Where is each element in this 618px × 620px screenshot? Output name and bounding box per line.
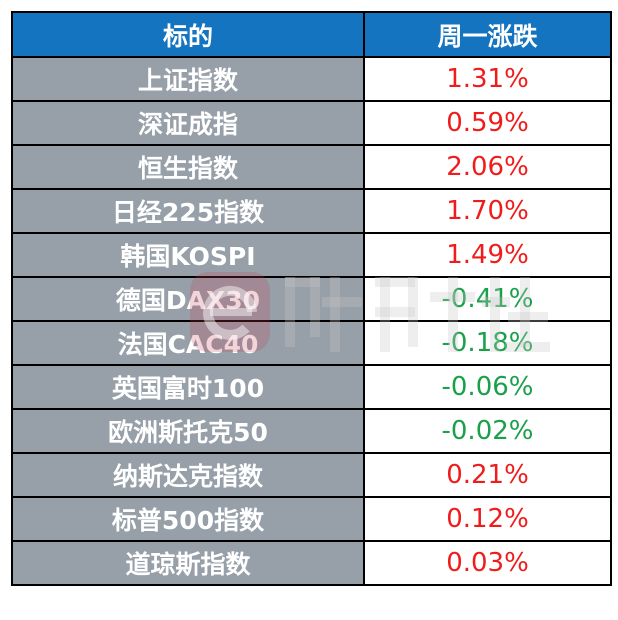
index-name: 韩国KOSPI: [11, 232, 365, 278]
index-change: -0.18%: [363, 320, 612, 366]
table-row: 深证成指 0.59%: [11, 100, 612, 146]
table-row: 英国富时100 -0.06%: [11, 364, 612, 410]
index-name: 欧洲斯托克50: [11, 408, 365, 454]
index-change-table: 标的 周一涨跌 上证指数 1.31% 深证成指 0.59% 恒生指数 2.06% 日经225…: [11, 11, 612, 586]
table-row: 法国CAC40 -0.18%: [11, 320, 612, 366]
header-change: 周一涨跌: [363, 11, 612, 58]
index-name: 日经225指数: [11, 188, 365, 234]
header-row: 标的 周一涨跌: [11, 11, 612, 58]
index-change: 0.59%: [363, 100, 612, 146]
index-name: 上证指数: [11, 56, 365, 102]
index-name: 纳斯达克指数: [11, 452, 365, 498]
index-name: 法国CAC40: [11, 320, 365, 366]
header-index: 标的: [11, 11, 365, 58]
index-change: 1.70%: [363, 188, 612, 234]
index-change: 0.12%: [363, 496, 612, 542]
index-change: -0.02%: [363, 408, 612, 454]
index-name: 标普500指数: [11, 496, 365, 542]
table-row: 日经225指数 1.70%: [11, 188, 612, 234]
index-change: 2.06%: [363, 144, 612, 190]
index-name: 深证成指: [11, 100, 365, 146]
table-row: 纳斯达克指数 0.21%: [11, 452, 612, 498]
index-change: 1.31%: [363, 56, 612, 102]
index-name: 德国DAX30: [11, 276, 365, 322]
table-row: 韩国KOSPI 1.49%: [11, 232, 612, 278]
index-change: -0.06%: [363, 364, 612, 410]
index-name: 恒生指数: [11, 144, 365, 190]
index-name: 英国富时100: [11, 364, 365, 410]
table-row: 道琼斯指数 0.03%: [11, 540, 612, 586]
index-change: 0.03%: [363, 540, 612, 586]
index-name: 道琼斯指数: [11, 540, 365, 586]
table-row: 德国DAX30 -0.41%: [11, 276, 612, 322]
table-row: 恒生指数 2.06%: [11, 144, 612, 190]
table-row: 上证指数 1.31%: [11, 56, 612, 102]
index-change: 0.21%: [363, 452, 612, 498]
index-change: -0.41%: [363, 276, 612, 322]
table-row: 欧洲斯托克50 -0.02%: [11, 408, 612, 454]
table-row: 标普500指数 0.12%: [11, 496, 612, 542]
index-change: 1.49%: [363, 232, 612, 278]
